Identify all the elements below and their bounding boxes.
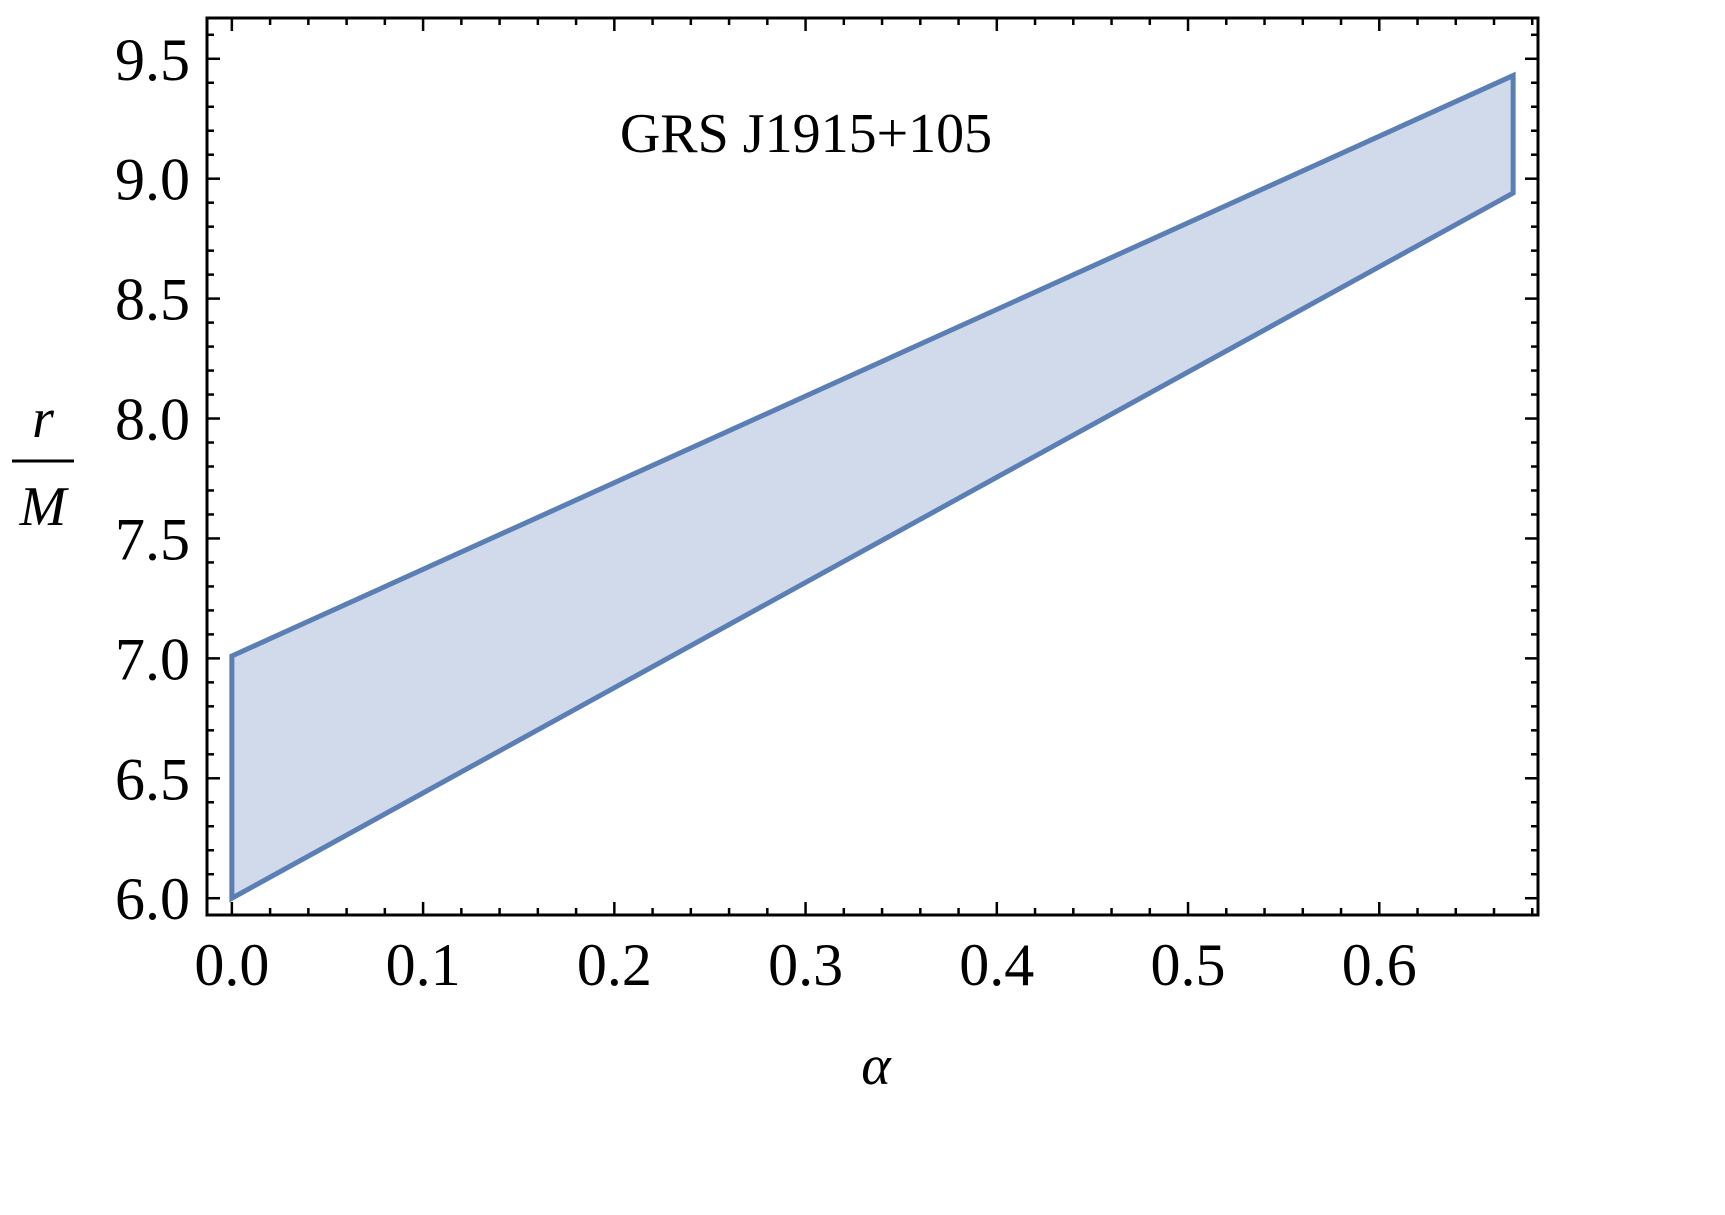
x-tick-label: 0.3: [768, 932, 843, 998]
y-axis-label-denominator: M: [19, 476, 70, 538]
y-axis-label: r M: [12, 388, 74, 538]
y-tick-label: 7.5: [115, 506, 190, 572]
region-layer: [229, 71, 1516, 903]
x-tick-label: 0.4: [959, 932, 1034, 998]
x-tick-label: 0.5: [1151, 932, 1226, 998]
y-tick-label: 6.0: [115, 866, 190, 932]
x-tick-label: 0.2: [577, 932, 652, 998]
y-tick-label: 7.0: [115, 626, 190, 692]
chart-svg: 0.0 0.1 0.2 0.3 0.4 0.5 0.6 6.0 6.5 7.0 7.5 8.0 8.5 9…: [12, 16, 1540, 1097]
y-tick-label: 8.0: [115, 387, 190, 453]
y-tick-label: 8.5: [115, 267, 190, 333]
chart: 0.0 0.1 0.2 0.3 0.4 0.5 0.6 6.0 6.5 7.0 7.5 8.0 8.5 9…: [12, 16, 1540, 1097]
y-tick-label: 9.0: [115, 147, 190, 213]
y-tick-label: 6.5: [115, 746, 190, 812]
x-tick-label: 0.0: [194, 932, 269, 998]
x-tick-label: 0.6: [1342, 932, 1417, 998]
y-tick-label: 9.5: [115, 27, 190, 93]
shaded-region: [229, 71, 1516, 903]
labels-layer: 0.0 0.1 0.2 0.3 0.4 0.5 0.6 6.0 6.5 7.0 7.5 8.0 8.5 9…: [115, 27, 1417, 998]
chart-annotation: GRS J1915+105: [620, 103, 992, 165]
y-axis-label-numerator: r: [32, 388, 54, 450]
x-axis-label: α: [861, 1035, 892, 1097]
plot-frame: [205, 16, 1540, 917]
x-tick-label: 0.1: [386, 932, 461, 998]
